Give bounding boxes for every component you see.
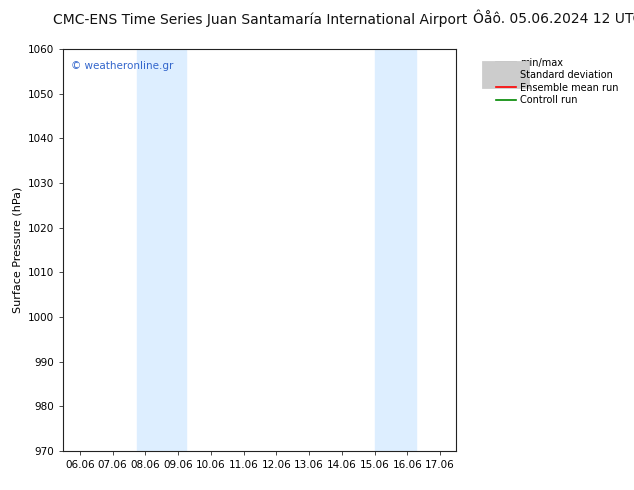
Text: CMC-ENS Time Series Juan Santamaría International Airport: CMC-ENS Time Series Juan Santamaría Inte… xyxy=(53,12,467,27)
Bar xyxy=(375,49,415,451)
Text: Ôåô. 05.06.2024 12 UTC: Ôåô. 05.06.2024 12 UTC xyxy=(473,12,634,26)
Legend: min/max, Standard deviation, Ensemble mean run, Controll run: min/max, Standard deviation, Ensemble me… xyxy=(492,54,623,109)
Y-axis label: Surface Pressure (hPa): Surface Pressure (hPa) xyxy=(13,187,23,313)
Bar xyxy=(137,49,186,451)
Text: © weatheronline.gr: © weatheronline.gr xyxy=(71,61,174,71)
